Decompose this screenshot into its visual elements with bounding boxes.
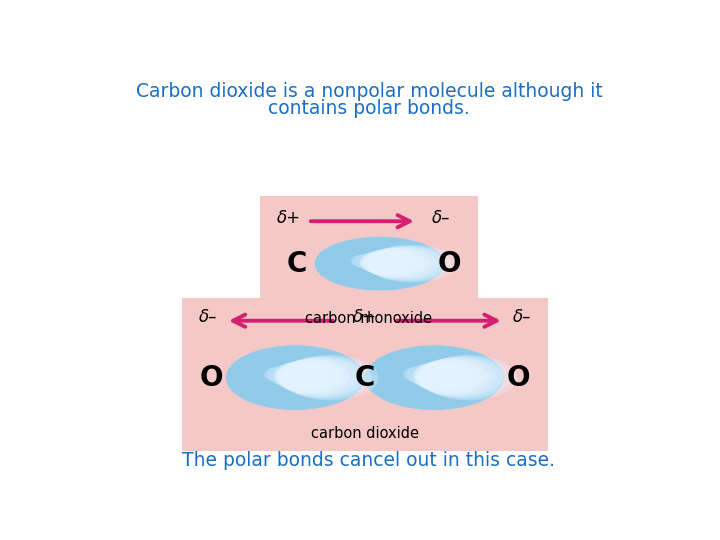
Text: O: O (438, 249, 462, 278)
Text: δ+: δ+ (276, 209, 300, 227)
Ellipse shape (267, 364, 313, 386)
Ellipse shape (362, 247, 438, 279)
Text: C: C (287, 249, 307, 278)
Text: O: O (199, 363, 223, 392)
Text: carbon monoxide: carbon monoxide (305, 311, 433, 326)
Ellipse shape (359, 249, 424, 276)
Ellipse shape (408, 363, 459, 387)
Ellipse shape (352, 253, 390, 269)
Text: C: C (355, 363, 375, 392)
Text: Carbon dioxide is a nonpolar molecule although it: Carbon dioxide is a nonpolar molecule al… (135, 82, 603, 102)
Ellipse shape (315, 237, 445, 291)
Text: The polar bonds cancel out in this case.: The polar bonds cancel out in this case. (182, 451, 556, 470)
Ellipse shape (403, 366, 438, 382)
Ellipse shape (413, 360, 481, 392)
Ellipse shape (279, 357, 364, 397)
Ellipse shape (410, 362, 467, 389)
Ellipse shape (269, 363, 320, 387)
Text: δ+: δ+ (353, 308, 377, 326)
Ellipse shape (355, 252, 404, 272)
Ellipse shape (280, 356, 372, 399)
Ellipse shape (415, 358, 496, 395)
Text: δ–: δ– (199, 308, 217, 326)
Ellipse shape (271, 362, 328, 389)
Ellipse shape (365, 346, 504, 410)
Ellipse shape (419, 356, 510, 399)
Ellipse shape (417, 357, 503, 397)
Ellipse shape (364, 247, 444, 280)
Ellipse shape (275, 359, 350, 394)
Text: δ–: δ– (431, 209, 450, 227)
Ellipse shape (366, 245, 458, 282)
Ellipse shape (274, 360, 343, 392)
Ellipse shape (361, 248, 431, 277)
Ellipse shape (358, 250, 418, 274)
Ellipse shape (405, 366, 445, 384)
Text: contains polar bonds.: contains polar bonds. (268, 99, 470, 118)
Ellipse shape (351, 254, 383, 268)
FancyBboxPatch shape (260, 196, 478, 337)
Ellipse shape (266, 366, 306, 384)
Text: carbon dioxide: carbon dioxide (311, 426, 419, 441)
Ellipse shape (226, 346, 365, 410)
Ellipse shape (272, 361, 335, 390)
Ellipse shape (411, 361, 474, 390)
Text: δ–: δ– (513, 308, 531, 326)
Ellipse shape (282, 355, 379, 400)
Ellipse shape (420, 355, 518, 400)
FancyBboxPatch shape (182, 298, 548, 451)
Text: O: O (507, 363, 530, 392)
Ellipse shape (354, 253, 397, 271)
Ellipse shape (365, 246, 451, 281)
Ellipse shape (356, 251, 410, 273)
Ellipse shape (264, 366, 299, 382)
Ellipse shape (406, 364, 452, 386)
Ellipse shape (414, 359, 489, 394)
Ellipse shape (276, 358, 357, 395)
